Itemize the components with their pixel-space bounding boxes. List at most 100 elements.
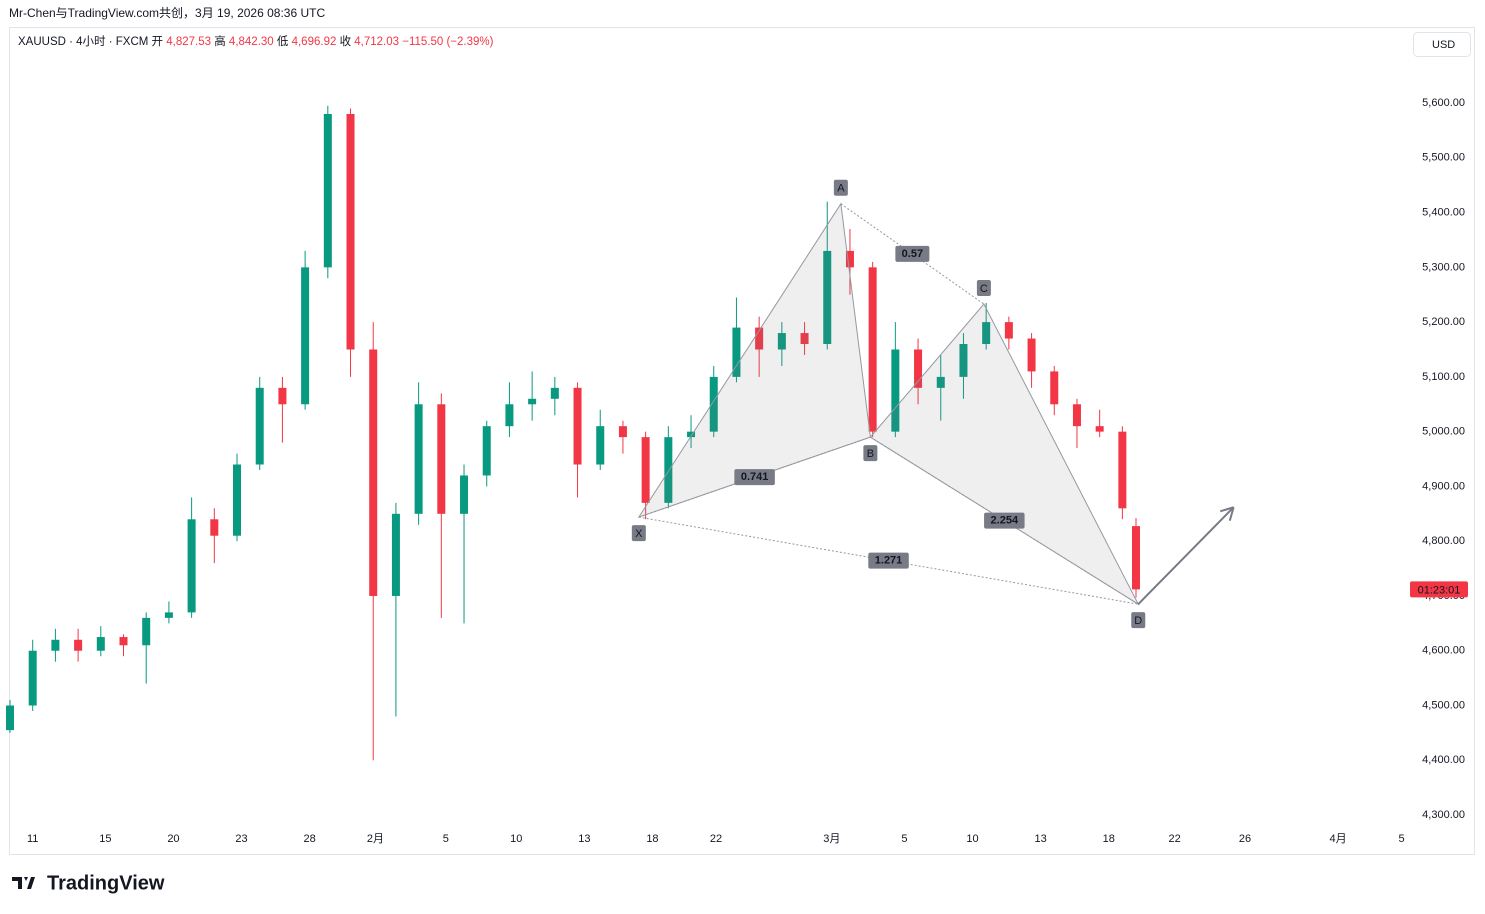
candle-body: [959, 344, 968, 377]
y-tick-label: 4,600.00: [1422, 645, 1465, 657]
candle-body: [982, 322, 991, 345]
currency-button[interactable]: [1413, 32, 1471, 57]
y-tick-label: 4,500.00: [1422, 699, 1465, 711]
x-tick-label: 23: [235, 833, 247, 845]
candle-body: [664, 437, 673, 503]
candle-body: [936, 376, 945, 388]
candle-body: [142, 617, 151, 646]
ratio-box: [734, 469, 775, 486]
candle-body: [618, 426, 627, 438]
point-box: [1131, 612, 1146, 629]
x-tick-label: 5: [1399, 833, 1405, 845]
ratio-label: 0.741: [741, 471, 769, 483]
candle-body: [1131, 526, 1140, 590]
candle-body: [550, 387, 559, 399]
x-tick-label: 13: [578, 833, 590, 845]
x-tick-label: 2月: [367, 833, 384, 845]
candle-body: [800, 333, 809, 345]
candle-body: [187, 519, 196, 613]
candle-body: [1050, 371, 1059, 405]
ratio-badge: 0.57: [895, 245, 930, 262]
candle-body: [777, 333, 786, 350]
candle-body: [914, 349, 923, 388]
candle-body: [437, 404, 446, 514]
candle-body: [119, 637, 128, 646]
ratio-label: 1.271: [875, 555, 903, 567]
ratio-box: [868, 552, 909, 569]
x-tick-label: 11: [27, 833, 38, 845]
ratio-badge: 2.254: [984, 512, 1025, 529]
symbol: XAUUSD · 4小时 · FXCM: [18, 35, 148, 48]
ohlc-value: 4,712.03: [354, 36, 399, 48]
y-tick-label: 5,200.00: [1422, 316, 1465, 328]
ratio-box: [895, 245, 930, 262]
candle-body: [845, 250, 854, 268]
y-tick-label: 5,000.00: [1422, 426, 1465, 438]
y-tick-label: 5,400.00: [1422, 206, 1465, 218]
arrow-head: [1219, 506, 1234, 513]
x-tick-label: 18: [1103, 833, 1115, 845]
candle-body: [823, 250, 832, 345]
candle-body: [1072, 404, 1081, 427]
candle-body: [641, 437, 650, 503]
point-label: D: [1134, 615, 1142, 627]
logo-text: TradingView: [47, 872, 165, 894]
x-tick-label: 10: [966, 833, 978, 845]
candle-body: [414, 404, 423, 514]
candle-body: [482, 426, 491, 476]
x-tick-label: 22: [710, 833, 722, 845]
logo-icon: [12, 877, 35, 889]
ohlc-value: 4,827.53: [166, 36, 211, 48]
candle-body: [74, 639, 83, 651]
point-box: [833, 179, 848, 196]
y-tick-label: 5,300.00: [1422, 261, 1465, 273]
projection-arrow: [1137, 506, 1235, 605]
y-tick-label: 5,500.00: [1422, 152, 1465, 164]
candle-body: [346, 113, 355, 350]
candle-body: [301, 267, 310, 405]
candle-body: [868, 267, 877, 432]
x-tick-label: 28: [304, 833, 316, 845]
ratio-line: [840, 203, 985, 305]
watermark: Mr-Chen与TradingView.com共创，3月 19, 2026 08…: [9, 6, 325, 20]
ohlc-value: 4,842.30: [229, 36, 274, 48]
ohlc-value: 4,696.92: [292, 36, 337, 48]
point-label: A: [837, 183, 845, 195]
y-tick-label: 4,900.00: [1422, 480, 1465, 492]
ohlc-label: 高: [214, 34, 226, 48]
candle-body: [1118, 431, 1127, 509]
candle-body: [755, 327, 764, 350]
arrow-head: [1228, 506, 1235, 521]
x-tick-label: 10: [510, 833, 522, 845]
x-tick-label: 26: [1239, 833, 1251, 845]
chart-frame: [9, 27, 1475, 855]
y-tick-label: 4,300.00: [1422, 809, 1465, 821]
point-box: [631, 525, 646, 542]
candle-body: [1095, 426, 1104, 432]
point-box: [976, 280, 991, 297]
candle-body: [164, 612, 173, 618]
candle-body: [96, 637, 105, 651]
chart-header: XAUUSD · 4小时 · FXCM 开 4,827.53 高 4,842.3…: [18, 34, 494, 48]
candle-body: [573, 387, 582, 465]
candle-body: [278, 387, 287, 405]
candle-body: [28, 650, 37, 706]
point-label: B: [867, 448, 874, 460]
ratio-label: 0.57: [902, 248, 923, 260]
candle-body: [460, 475, 469, 514]
x-tick-label: 22: [1168, 833, 1180, 845]
ratio-badge: 0.741: [734, 469, 775, 486]
x-tick-label: 18: [646, 833, 658, 845]
candle-body: [687, 431, 696, 438]
candle-body: [323, 113, 332, 268]
x-tick-label: 13: [1035, 833, 1047, 845]
point-label: C: [980, 283, 988, 295]
point-box: [863, 445, 878, 462]
currency-label[interactable]: USD: [1432, 39, 1455, 51]
candle-body: [6, 705, 14, 731]
candle-body: [51, 639, 60, 651]
candle-body: [210, 519, 219, 536]
ohlc-label: 收: [340, 34, 352, 48]
ratio-line: [638, 436, 871, 518]
y-tick-label: 4,800.00: [1422, 535, 1465, 547]
